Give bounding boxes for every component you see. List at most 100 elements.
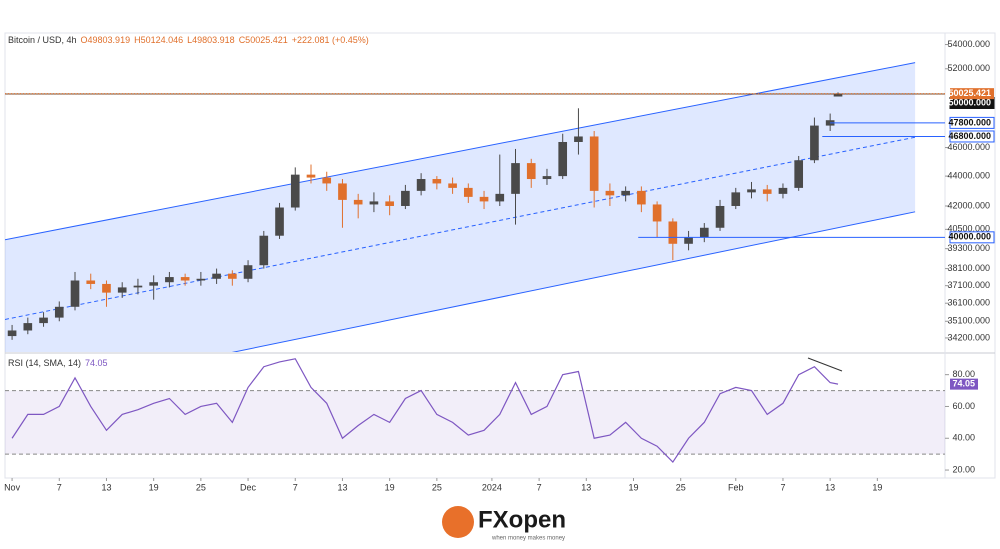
x-tick-label: 19 [385, 482, 395, 492]
rsi-band [5, 390, 945, 455]
rsi-trendline [807, 357, 843, 372]
ohlc-value: H50124.046 [134, 35, 184, 45]
candle-body [243, 265, 253, 279]
candle-body [54, 306, 64, 318]
candle-body [747, 189, 756, 193]
x-tick-label: 7 [780, 482, 785, 492]
candle-body [762, 189, 772, 194]
rsi-y-tick-label: 20.00 [952, 464, 975, 474]
candle-body [228, 273, 237, 279]
x-tick-label: 19 [149, 482, 159, 492]
channel-upper [5, 62, 916, 241]
rsi-header: RSI (14, SMA, 14) 74.05 [8, 358, 108, 368]
level-label: 50000.000 [948, 97, 991, 107]
level-label: 46800.000 [948, 131, 991, 141]
candle-body [479, 196, 489, 202]
candle-body [731, 192, 741, 206]
y-tick-label: 39300.000 [947, 243, 990, 253]
candle-body [416, 179, 426, 191]
chart-frame [4, 32, 996, 479]
candle-body [715, 205, 725, 228]
x-tick-label: Feb [728, 482, 744, 492]
y-tick-label: 54000.000 [947, 39, 990, 49]
candle-body [652, 204, 662, 222]
y-tick-label: 34200.000 [947, 332, 990, 342]
y-tick-label: 36100.000 [947, 298, 990, 308]
brand-tagline: when money makes money [491, 536, 565, 542]
symbol-header: Bitcoin / USD, 4h O49803.919 H50124.046 L49… [8, 35, 369, 45]
candle-body [511, 163, 520, 194]
y-tick-label: 40500.000 [947, 224, 990, 234]
x-tick-label: 7 [293, 482, 298, 492]
candle-body [589, 136, 599, 191]
y-tick-label: 46000.000 [947, 142, 990, 152]
x-tick-label: 25 [432, 482, 442, 492]
symbol: Bitcoin / USD, 4h [8, 35, 77, 45]
candle-body [23, 323, 33, 331]
candle-body [794, 160, 804, 188]
x-tick-label: 13 [581, 482, 591, 492]
x-tick-label: 19 [872, 482, 882, 492]
ohlc-value: L49803.918 [187, 35, 235, 45]
candle-body [558, 141, 568, 177]
candle-body [39, 317, 48, 324]
y-tick-label: 37100.000 [947, 280, 990, 290]
candle-body [306, 174, 316, 178]
rsi-y-tick-label: 80.00 [952, 369, 975, 379]
candle-body [699, 227, 709, 238]
x-tick-label: 13 [337, 482, 347, 492]
candle-body [605, 190, 615, 196]
candle-body [353, 199, 363, 205]
x-tick-label: 19 [628, 482, 638, 492]
candle-body [70, 280, 80, 307]
candle-body [448, 183, 457, 188]
candle-body [432, 179, 442, 184]
candle-body [196, 278, 206, 281]
candle-body [133, 285, 143, 288]
x-tick-label: 7 [537, 482, 542, 492]
candle-body [542, 176, 552, 180]
level-label: 47800.000 [948, 117, 991, 127]
x-tick-label: 13 [825, 482, 835, 492]
channel-fill [5, 62, 916, 352]
candle-body [621, 190, 630, 196]
x-tick-label: 7 [57, 482, 62, 492]
level-label-box [949, 130, 995, 143]
x-tick-label: Nov [4, 482, 21, 492]
y-tick-label: 38100.000 [947, 263, 990, 273]
last-price-box [950, 88, 994, 100]
level-label-box [949, 231, 995, 244]
x-tick-label: 25 [196, 482, 206, 492]
channel-mid [5, 136, 916, 320]
x-tick-label: Dec [240, 482, 257, 492]
ohlc-value: C50025.421 [238, 35, 288, 45]
candle-body [778, 187, 788, 194]
x-tick-label: 2024 [482, 482, 502, 492]
candle-body [165, 277, 174, 283]
y-tick-label: 52000.000 [947, 63, 990, 73]
candle-body [338, 183, 347, 200]
candle-body [526, 163, 536, 180]
rsi-y-tick-label: 60.00 [952, 401, 975, 411]
candle-body [574, 136, 583, 142]
candle-body [833, 93, 843, 97]
candle-body [463, 187, 473, 197]
y-tick-label: 44000.000 [947, 170, 990, 180]
candle-body [684, 237, 693, 244]
logo-icon [442, 506, 474, 538]
candle-body [259, 235, 269, 266]
brand-name: FXopen [478, 506, 566, 533]
rsi-value: 74.05 [85, 358, 108, 368]
rsi-title: RSI (14, SMA, 14) [8, 358, 82, 368]
y-tick-label: 35100.000 [947, 316, 990, 326]
candle-body [7, 330, 17, 337]
price-pane [5, 62, 916, 352]
candle-body [401, 190, 410, 206]
candle-body [385, 201, 394, 206]
rsi-last-label: 74.05 [952, 379, 975, 389]
ohlc-value: +222.081 (+0.45%) [291, 35, 369, 45]
level-label: 40000.000 [948, 232, 991, 242]
x-tick-label: 25 [676, 482, 686, 492]
